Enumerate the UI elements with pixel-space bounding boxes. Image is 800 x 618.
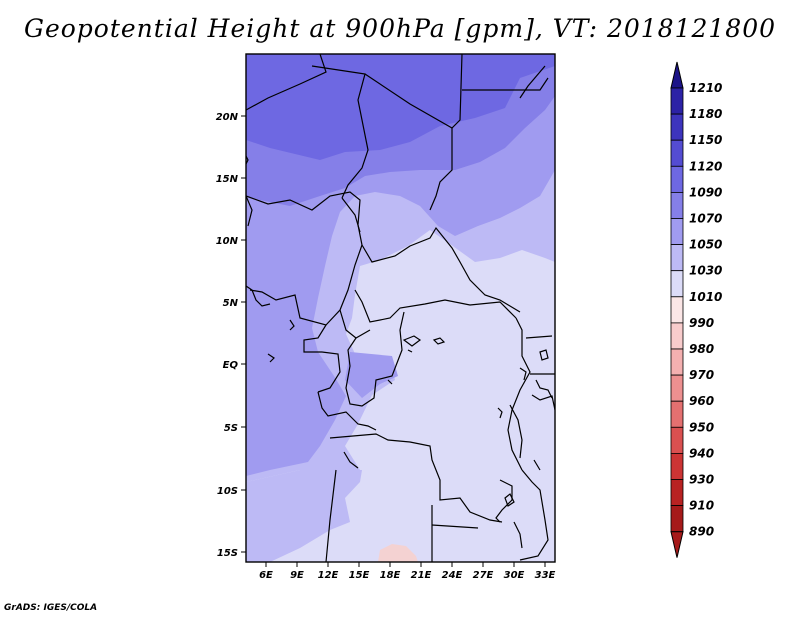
colorbar: 1210 1180 1150 1120 1090 1070 1050 1030 1010 990 9… [670, 61, 722, 558]
colorbar-segment [670, 479, 684, 507]
map-frame [245, 53, 556, 563]
latitude-axis: 20N 15N 10N 5N EQ 5S 10S 15S [216, 112, 246, 559]
colorbar-segment [670, 270, 684, 298]
colorbar-segment [670, 191, 684, 219]
colorbar-segment [670, 374, 684, 402]
colorbar-segment [670, 87, 684, 115]
country-borders [246, 54, 555, 562]
lat-tick-label: EQ [223, 360, 239, 371]
lat-tick-label: 5S [224, 423, 238, 434]
colorbar-segment [670, 400, 684, 428]
map-title: Geopotential Height at 900hPa [gpm], VT:… [23, 14, 777, 43]
colorbar-segment [670, 218, 684, 246]
colorbar-top-arrow [670, 61, 684, 89]
colorbar-segment [670, 296, 684, 324]
colorbar-label: 1010 [689, 290, 722, 304]
lon-tick-label: 30E [504, 570, 525, 581]
colorbar-segment [670, 505, 684, 533]
lon-tick-label: 33E [535, 570, 556, 581]
lon-tick-label: 15E [349, 570, 370, 581]
colorbar-label: 940 [689, 446, 714, 460]
colorbar-bottom-arrow [670, 531, 684, 558]
colorbar-segment [670, 165, 684, 193]
colorbar-label: 1210 [689, 81, 722, 95]
colorbar-label: 970 [689, 368, 714, 382]
lat-tick-label: 15N [216, 174, 239, 185]
colorbar-label: 990 [689, 316, 714, 330]
fill-1090 [246, 54, 555, 160]
colorbar-label: 980 [689, 342, 714, 356]
lat-tick-label: 10N [216, 236, 239, 247]
colorbar-label: 950 [689, 420, 714, 434]
colorbar-label: 1150 [689, 133, 722, 147]
colorbar-segment [670, 113, 684, 141]
lat-tick-label: 5N [223, 298, 239, 309]
lon-tick-label: 21E [411, 570, 432, 581]
colorbar-label: 960 [689, 394, 714, 408]
colorbar-label: 1050 [689, 238, 722, 252]
colorbar-label: 930 [689, 473, 714, 487]
lat-tick-label: 20N [216, 112, 239, 123]
lon-tick-label: 18E [380, 570, 401, 581]
fill-1050-patch [345, 352, 398, 398]
grads-credit: GrADS: IGES/COLA [4, 603, 98, 613]
colorbar-segment [670, 452, 684, 480]
colorbar-segment [670, 348, 684, 376]
colorbar-label: 910 [689, 499, 714, 513]
longitude-axis: 6E 9E 12E 15E 18E 21E 24E 27E 30E 33E [259, 562, 556, 581]
colorbar-label: 890 [689, 525, 714, 539]
lon-tick-label: 12E [318, 570, 339, 581]
colorbar-label: 1120 [689, 159, 722, 173]
colorbar-segment [670, 244, 684, 272]
lat-tick-label: 15S [217, 548, 238, 559]
lat-tick-label: 10S [217, 486, 238, 497]
lon-tick-label: 27E [473, 570, 494, 581]
colorbar-segment [670, 139, 684, 167]
colorbar-label: 1070 [689, 212, 722, 226]
fill-990 [378, 544, 418, 562]
colorbar-segment [670, 322, 684, 350]
lon-tick-label: 24E [442, 570, 463, 581]
colorbar-segment [670, 426, 684, 454]
colorbar-label: 1090 [689, 185, 722, 199]
lon-tick-label: 6E [259, 570, 273, 581]
colorbar-label: 1180 [689, 107, 722, 121]
lon-tick-label: 9E [290, 570, 304, 581]
colorbar-label: 1030 [689, 264, 722, 278]
